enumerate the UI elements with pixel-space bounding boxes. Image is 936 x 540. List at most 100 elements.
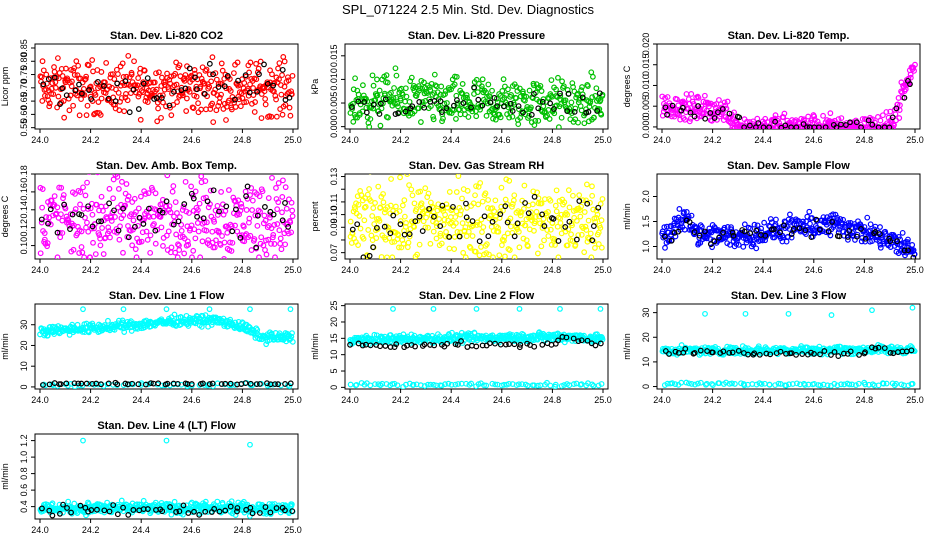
data-point [672,348,679,355]
data-point [393,72,400,79]
outlier-point [909,304,916,311]
data-point [403,93,410,100]
data-point [95,174,101,176]
data-point [421,383,428,389]
data-point [181,77,188,84]
data-point [396,208,403,215]
x-tick-label: 24.6 [493,265,511,275]
data-point [100,251,107,257]
data-point [732,381,738,387]
data-point [854,233,860,240]
data-point [585,217,592,224]
data-point [498,242,505,249]
data-point [241,238,248,245]
data-point [875,344,882,351]
data-point [555,254,562,259]
data-point [436,216,442,222]
x-tick-label: 25.0 [906,265,924,275]
data-point [587,230,594,237]
data-point [118,497,125,504]
data-point [371,221,378,227]
data-point [392,203,399,210]
x-tick-label: 25.0 [284,525,302,535]
data-point [191,67,198,73]
data-point [454,97,460,103]
data-point [139,82,146,88]
data-point [272,381,278,388]
data-point [569,80,576,87]
data-point [828,352,834,358]
data-point [516,344,523,351]
data-point [173,81,180,88]
data-point [847,348,854,355]
data-point [589,73,596,80]
data-point [120,249,126,256]
data-point [565,187,572,194]
data-point [579,84,585,90]
data-point [105,224,112,231]
data-point [901,247,908,254]
data-point [186,65,193,72]
data-point [253,381,260,388]
data-point [661,224,668,231]
data-point [282,200,288,206]
data-point [147,249,154,256]
data-point [190,247,197,254]
data-point [476,238,483,245]
data-point [136,214,143,221]
data-point [277,235,284,242]
data-point [394,382,401,389]
data-point [506,247,513,253]
data-point [111,76,118,82]
data-point [229,228,236,235]
data-point [171,213,177,220]
y-axis-label: ml/min [0,333,10,360]
data-point [279,194,286,200]
data-point [522,222,529,229]
x-tick-label: 24.6 [183,265,201,275]
data-point [224,72,231,79]
data-point [535,117,542,124]
data-point [695,103,701,109]
y-tick-label: 0.80 [19,53,29,71]
data-point [401,197,408,204]
data-point [85,62,92,69]
data-point [835,116,842,123]
data-point [586,235,593,242]
data-point [199,238,206,245]
data-point [197,254,204,259]
data-point [431,342,438,349]
data-point [472,248,479,255]
y-tick-label: 20 [329,317,339,327]
data-point [442,381,448,388]
data-point [402,223,409,230]
plot-frame [656,173,921,260]
data-point [121,329,128,335]
data-point [438,382,445,389]
data-point [855,380,862,387]
data-point [788,234,795,241]
data-point [500,76,507,83]
data-point [478,216,485,223]
data-point [69,78,75,85]
data-point [153,86,160,93]
data-point [557,92,564,99]
data-point [138,238,145,245]
plot-frame [34,43,299,130]
data-point [244,183,251,190]
data-point [473,183,479,190]
data-point [537,82,544,89]
data-point [439,118,445,125]
data-point [875,124,882,129]
data-point [463,200,469,207]
data-point [363,109,370,116]
x-tick-label: 24.8 [234,395,252,405]
data-point [672,381,679,388]
panel-title: Stan. Dev. Line 3 Flow [731,290,847,302]
data-point [367,104,374,111]
data-point [51,193,58,200]
data-point [883,109,890,115]
data-point [256,71,262,78]
plot-frame [344,303,609,390]
data-point [701,92,708,99]
